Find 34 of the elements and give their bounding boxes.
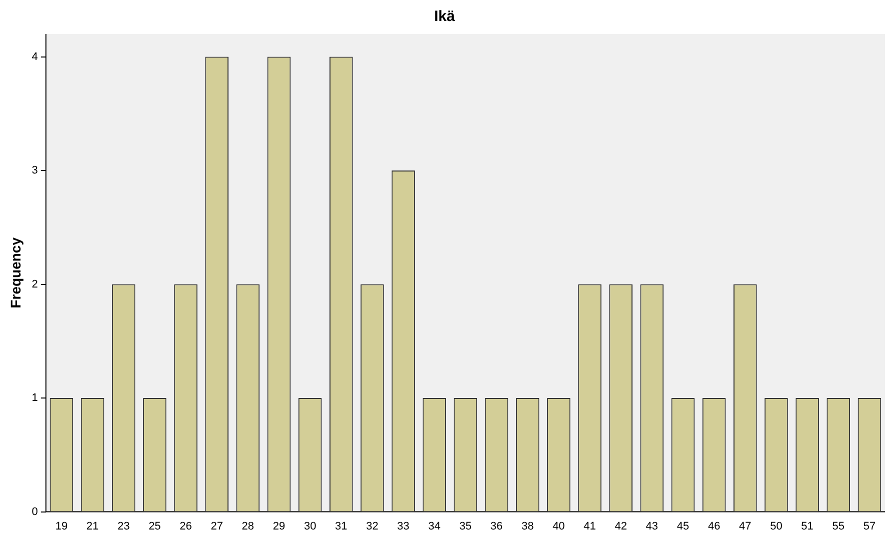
x-tick-label: 25 [148, 520, 161, 532]
chart-title: Ikä [434, 8, 456, 26]
x-tick-label: 57 [863, 520, 876, 532]
x-tick-label: 47 [739, 520, 752, 532]
x-tick-label: 19 [55, 520, 68, 532]
x-tick-label: 30 [304, 520, 316, 532]
x-tick-label: 50 [770, 520, 782, 532]
x-tick-label: 28 [242, 520, 254, 532]
x-tick-label: 42 [614, 520, 627, 532]
x-tick-label: 26 [180, 520, 192, 532]
y-tick-label: 0 [32, 506, 38, 518]
y-axis-title: Frequency [7, 237, 24, 308]
x-tick-label: 36 [490, 520, 503, 532]
x-tick-label: 21 [86, 520, 99, 532]
x-tick-label: 27 [210, 520, 223, 532]
x-tick-label: 43 [646, 520, 658, 532]
x-tick-label: 38 [521, 520, 534, 532]
x-tick-label: 33 [397, 520, 410, 532]
x-tick-label: 45 [676, 520, 690, 532]
x-tick-label: 32 [366, 520, 378, 532]
x-tick-label: 35 [459, 520, 472, 532]
x-tick-label: 51 [801, 520, 814, 532]
y-tick-label: 1 [32, 392, 38, 404]
y-tick-label: 3 [32, 164, 38, 177]
x-tick-label: 29 [272, 520, 286, 532]
y-tick-label: 4 [32, 50, 38, 63]
x-tick-label: 23 [117, 520, 130, 532]
x-tick-label: 40 [552, 520, 565, 532]
x-tick-label: 41 [584, 520, 596, 532]
x-tick-label: 31 [335, 520, 348, 532]
y-tick-label: 2 [32, 278, 38, 290]
x-tick-label: 55 [832, 520, 845, 532]
x-tick-label: 46 [708, 520, 720, 532]
x-tick-label: 34 [428, 520, 441, 532]
